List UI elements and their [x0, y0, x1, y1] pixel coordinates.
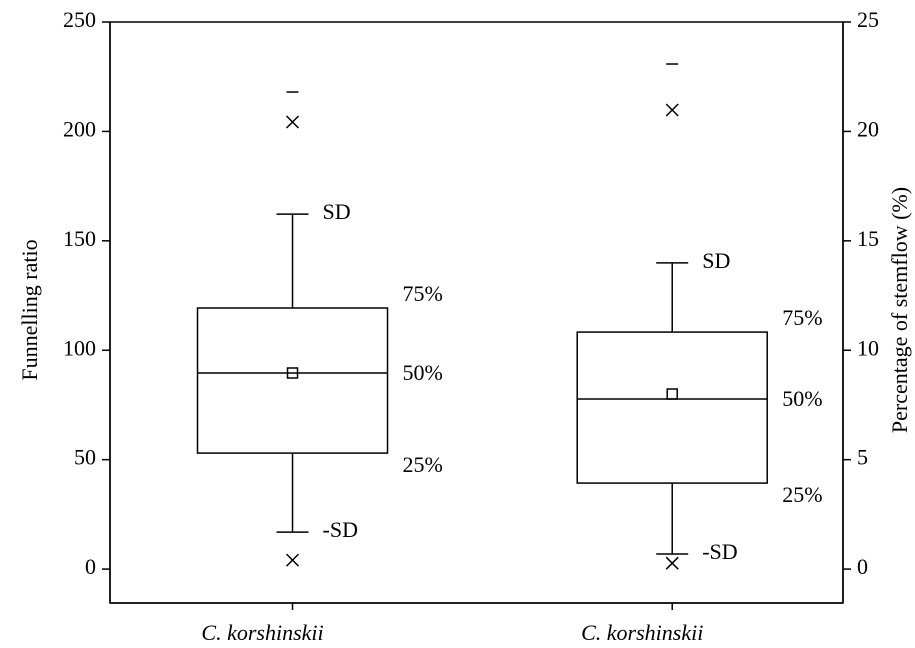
y-tick-label: 0: [85, 554, 96, 579]
y2-tick-label: 25: [857, 7, 879, 32]
percentile-marker: [285, 553, 300, 567]
y-tick-label: 150: [63, 226, 96, 251]
percentile-marker: [665, 103, 679, 117]
y2-tick-label: 15: [857, 226, 879, 251]
y2-tick-label: 20: [857, 116, 879, 141]
x-tick-label: C. korshinskii: [201, 620, 323, 645]
sd-label: -SD: [702, 539, 737, 564]
quartile-label: 75%: [403, 281, 443, 306]
y2-axis-label: Percentage of stemflow (%): [887, 187, 912, 433]
sd-label: SD: [702, 248, 730, 273]
quartile-label: 25%: [782, 482, 822, 507]
y-tick-label: 250: [63, 7, 96, 32]
y-tick-label: 50: [74, 445, 96, 470]
quartile-label: 75%: [782, 305, 822, 330]
y-tick-label: 200: [63, 116, 96, 141]
y-axis-label: Funnelling ratio: [17, 239, 42, 380]
quartile-label: 50%: [403, 360, 443, 385]
x-tick-label: C. korshinskii: [581, 620, 703, 645]
y2-tick-label: 5: [857, 445, 868, 470]
quartile-label: 25%: [403, 452, 443, 477]
box: [576, 331, 768, 484]
y2-tick-label: 10: [857, 335, 879, 360]
sd-label: -SD: [323, 517, 358, 542]
sd-label: SD: [323, 199, 351, 224]
mean: [286, 367, 299, 379]
quartile-label: 50%: [782, 386, 822, 411]
y-tick-label: 100: [63, 335, 96, 360]
box: [196, 307, 389, 454]
mean: [666, 388, 678, 400]
percentile-marker: [665, 556, 679, 570]
percentile-marker: [285, 115, 300, 129]
y2-tick-label: 0: [857, 554, 868, 579]
plot-frame: [109, 21, 844, 604]
